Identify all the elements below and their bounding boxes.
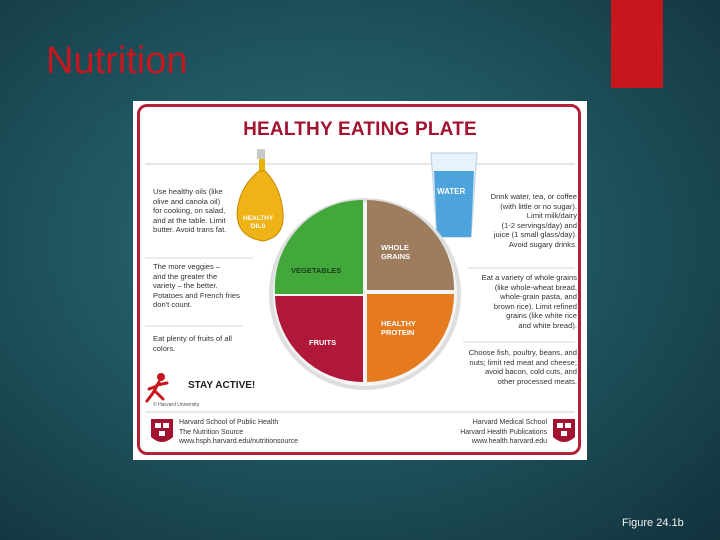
oil-label: HEALTHY OILS [243, 215, 274, 230]
oils-advice: Use healthy oils (like olive and canola o… [153, 187, 227, 235]
water-glass-icon [430, 152, 478, 238]
accent-bar [611, 0, 663, 88]
plate-protein [367, 294, 454, 382]
grains-advice: Eat a variety of whole grains (like whole… [481, 273, 577, 330]
footer-hms: Harvard Medical School Harvard Health Pub… [460, 419, 547, 445]
veggies-advice: The more veggies – and the greater the var… [153, 262, 240, 310]
vegetables-label: VEGETABLES [291, 266, 342, 275]
hsph-shield-icon [151, 419, 173, 442]
plate-vegetables [274, 199, 363, 294]
oil-bottle-icon [236, 149, 284, 242]
grains-label: WHOLE GRAINS [381, 243, 411, 261]
copyright: © Harvard University [153, 402, 200, 408]
runner-icon [145, 373, 169, 403]
healthy-eating-plate-poster: HEALTHY EATING PLATE [133, 101, 587, 460]
slide-title: Nutrition [46, 40, 188, 82]
protein-label: HEALTHY PROTEIN [381, 319, 416, 337]
footer-hsph: Harvard School of Public Health The Nutri… [179, 419, 299, 445]
figure-caption: Figure 24.1b [622, 517, 684, 529]
protein-advice: Choose fish, poultry, beans, and nuts; li… [468, 348, 577, 386]
plate-illustration [145, 149, 575, 442]
water-label: WATER [437, 187, 466, 196]
plate-grains [367, 200, 455, 294]
plate-fruits [275, 296, 363, 382]
poster-title: HEALTHY EATING PLATE [243, 119, 477, 140]
hms-shield-icon [553, 419, 575, 442]
fruits-advice: Eat plenty of fruits of all colors. [153, 334, 232, 353]
stay-active-text: STAY ACTIVE! [188, 380, 256, 391]
water-advice: Drink water, tea, or coffee (with little … [490, 192, 577, 249]
fruits-label: FRUITS [309, 338, 337, 347]
poster-frame [137, 104, 581, 455]
